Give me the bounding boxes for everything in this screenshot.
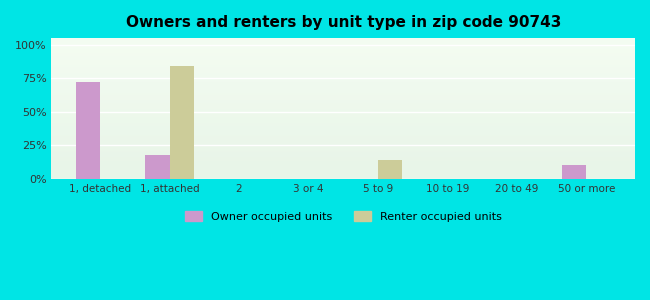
Bar [170,66,194,179]
Title: Owners and renters by unit type in zip code 90743: Owners and renters by unit type in zip c… [125,15,561,30]
Bar [378,160,402,179]
Bar [145,155,170,179]
Legend: Owner occupied units, Renter occupied units: Owner occupied units, Renter occupied un… [181,207,506,227]
Bar [562,165,586,179]
Bar [76,82,100,179]
